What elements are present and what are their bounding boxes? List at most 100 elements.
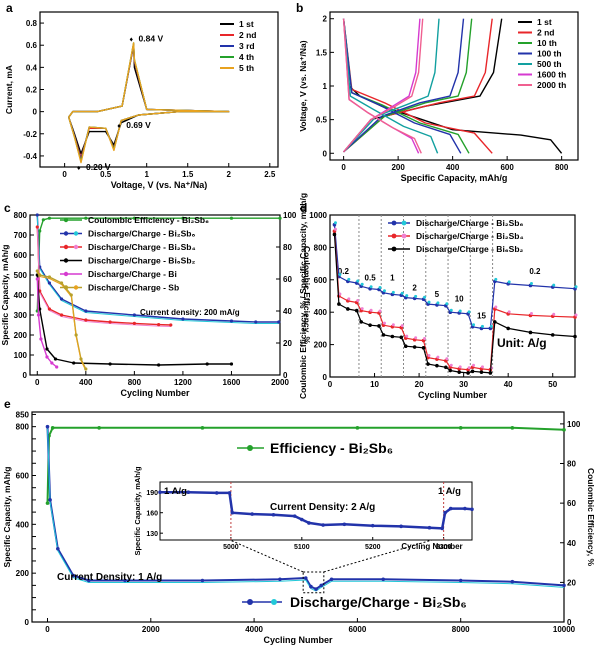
- series-marker: [36, 269, 39, 272]
- y-right-tick-label: 100: [283, 211, 297, 220]
- series-marker-alt: [347, 278, 350, 281]
- series-marker: [489, 371, 493, 375]
- inset-series-marker: [158, 490, 162, 494]
- legend-entry: 100 th: [537, 49, 562, 59]
- series-marker: [39, 337, 42, 340]
- legend-marker: [402, 234, 407, 239]
- series-marker: [201, 426, 205, 430]
- series-marker: [48, 217, 51, 220]
- inset-series-marker: [228, 491, 232, 495]
- series-marker: [382, 333, 386, 337]
- series-marker: [471, 370, 475, 374]
- series-marker-alt: [552, 313, 555, 316]
- legend-marker: [392, 221, 397, 226]
- series-marker: [230, 362, 233, 365]
- x-tick-label: 1: [144, 170, 149, 179]
- inset-series-marker: [449, 507, 453, 511]
- series-marker: [36, 277, 39, 280]
- figure: 0 0.5 1 1.5 2 2.5-0.4-0.200.20.40.60.8Voltage…: [0, 0, 600, 650]
- discharge-curve: [344, 19, 419, 154]
- series-marker: [562, 428, 566, 432]
- series-marker-alt: [370, 309, 373, 312]
- series-marker-alt: [481, 325, 484, 328]
- y-tick-label: -0.4: [23, 152, 37, 161]
- series-marker-alt: [472, 323, 475, 326]
- inset-series-marker: [428, 526, 432, 530]
- y-tick-label: 400: [314, 308, 328, 317]
- peak-annotation: 0.20 V: [86, 162, 111, 172]
- series-marker: [45, 347, 48, 350]
- y-tick-label: 0.4: [26, 63, 38, 72]
- y-tick-label: 0: [33, 108, 38, 117]
- series-marker-alt: [450, 364, 453, 367]
- series-marker: [45, 355, 48, 358]
- y-tick-label: 800: [16, 423, 30, 432]
- series-marker-alt: [423, 296, 426, 299]
- y-tick-label: 0: [323, 149, 328, 158]
- legend-entry: 2 nd: [537, 28, 554, 38]
- y-tick-label: 0.5: [316, 116, 328, 125]
- panel-label-d: d: [300, 201, 307, 215]
- legend-marker: [64, 285, 68, 289]
- x-tick-label: 0: [341, 163, 346, 172]
- current-density-annotation: Current density: 200 mA/g: [140, 308, 240, 317]
- series-marker: [459, 426, 463, 430]
- series-marker: [48, 498, 52, 502]
- series-marker: [381, 577, 385, 581]
- legend-entry: Discharge/Charge - Bi: [88, 269, 177, 279]
- x-tick-label: 2.5: [264, 170, 276, 179]
- x-axis-label: Voltage, V (vs. Na⁺/Na): [111, 180, 208, 190]
- y-tick-label: 200: [314, 341, 328, 350]
- panel-e: 0 2000 4000 6000 8000 100000200400600800850Cy…: [2, 410, 596, 645]
- series-marker: [56, 547, 60, 551]
- series-marker: [337, 302, 341, 306]
- x-tick-label: 800: [555, 163, 569, 172]
- series-marker: [230, 319, 233, 322]
- y-tick-label: 1000: [309, 211, 327, 220]
- series-marker: [457, 370, 461, 374]
- series-marker: [55, 365, 58, 368]
- inset-series-marker: [231, 511, 235, 515]
- series-marker: [157, 323, 160, 326]
- x-tick-label: 800: [128, 378, 142, 387]
- y-right-tick-label: 80: [283, 243, 292, 252]
- x-tick-label: 8000: [452, 625, 470, 634]
- series-marker-alt: [575, 285, 578, 288]
- y-tick-label: 500: [14, 271, 28, 280]
- series-marker-alt: [575, 314, 578, 317]
- series-marker: [38, 273, 41, 276]
- legend-entry: 500 th: [537, 59, 562, 69]
- series-marker-alt: [472, 364, 475, 367]
- panel-d: 0 10 20 30 40 5002004006008001000Cycling Numb…: [298, 193, 578, 400]
- x-tick-label: 6000: [348, 625, 366, 634]
- x-tick-label: 2000: [142, 625, 160, 634]
- rate-label: 0.5: [365, 274, 377, 283]
- series-marker: [46, 425, 50, 429]
- series-marker-alt: [401, 292, 404, 295]
- x-axis-label: Cycling Number: [418, 390, 488, 400]
- series-marker-alt: [436, 356, 439, 359]
- current-density-annotation: Current Density: 1 A/g: [57, 572, 162, 583]
- series-marker: [133, 322, 136, 325]
- cv-curve: [69, 45, 229, 158]
- inset-x-tick-label: 5200: [365, 544, 381, 551]
- series-marker-alt: [494, 278, 497, 281]
- series-marker: [399, 336, 403, 340]
- series-marker-alt: [468, 310, 471, 313]
- y-right-tick-label: 100: [567, 420, 581, 429]
- series-marker: [46, 501, 50, 505]
- series-marker-alt: [379, 286, 382, 289]
- series-marker: [108, 320, 111, 323]
- series-marker: [84, 318, 87, 321]
- series-marker: [206, 362, 209, 365]
- series-marker: [355, 309, 359, 313]
- y-right-tick-label: 80: [567, 460, 576, 469]
- series-marker: [448, 369, 452, 373]
- peak-annotation: 0.84 V: [139, 34, 164, 44]
- series-marker: [359, 320, 363, 324]
- series-marker: [60, 281, 63, 284]
- legend-marker: [402, 221, 407, 226]
- y-tick-label: 0.6: [26, 41, 38, 50]
- series-marker: [42, 218, 45, 221]
- series-marker: [70, 293, 73, 296]
